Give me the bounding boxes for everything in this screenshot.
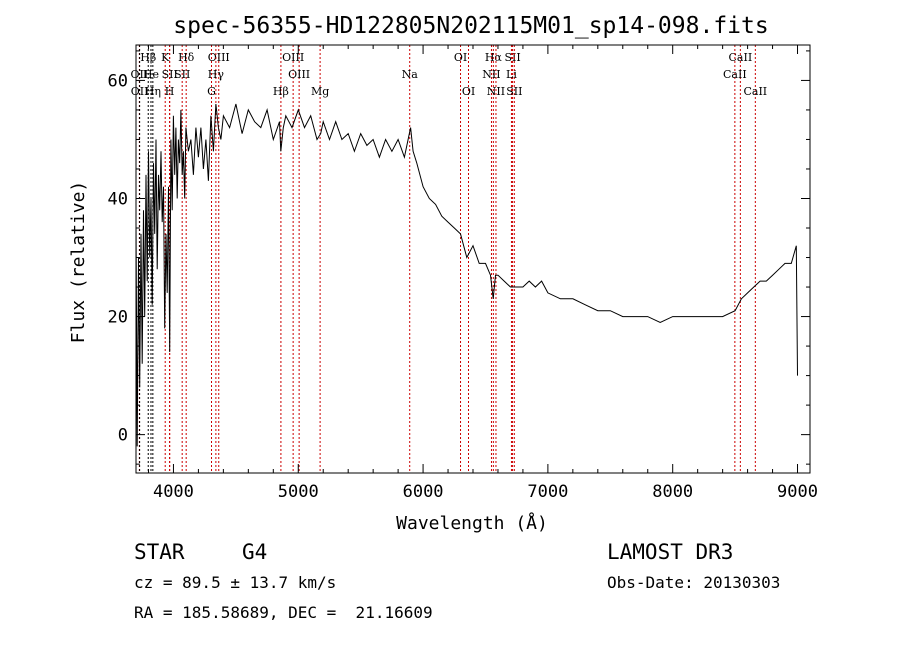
coordinates: RA = 185.58689, DEC = 21.16609 (134, 603, 433, 622)
marker-label-5: K (161, 51, 170, 64)
marker-label-14: OIII (282, 51, 304, 64)
observation-date: Obs-Date: 20130303 (607, 573, 781, 592)
marker-label-19: OI (462, 85, 475, 98)
marker-label-8: Hδ (178, 51, 195, 64)
marker-label-9: SII (174, 68, 190, 81)
chart-title: spec-56355-HD122805N202115M01_sp14-098.f… (173, 13, 768, 39)
marker-label-11: Hγ (208, 68, 225, 81)
marker-label-3: He (143, 68, 159, 81)
marker-label-7: H (165, 85, 175, 98)
marker-label-28: CaII (743, 85, 767, 98)
axis-ticks: 4000 5000 6000 7000 8000 9000 0 20 40 60 (108, 45, 818, 502)
marker-label-18: OI (454, 51, 467, 64)
marker-label-22: NII (487, 85, 505, 98)
y-tick-label-1: 20 (108, 308, 128, 328)
series-group (135, 103, 798, 447)
marker-label-2: OII (131, 85, 149, 98)
marker-label-17: Na (402, 68, 419, 81)
x-tick-label-4: 8000 (652, 482, 693, 502)
marker-label-27: CaII (723, 68, 747, 81)
marker-label-16: Mg (311, 85, 329, 98)
y-tick-label-3: 60 (108, 71, 128, 91)
redshift-cz: cz = 89.5 ± 13.7 km/s (134, 573, 337, 592)
object-type: STAR (134, 540, 185, 564)
x-tick-label-1: 5000 (278, 482, 319, 502)
marker-label-12: G (207, 85, 216, 98)
marker-label-10: OIII (208, 51, 230, 64)
marker-label-20: Hα (485, 51, 503, 64)
x-tick-label-5: 9000 (777, 482, 818, 502)
marker-label-0: Hβ (140, 51, 156, 64)
subclass: G4 (242, 540, 268, 564)
x-tick-label-2: 6000 (403, 482, 444, 502)
x-tick-label-0: 4000 (153, 482, 194, 502)
series-line-spectrum (135, 103, 798, 447)
spectrum-chart: spec-56355-HD122805N202115M01_sp14-098.f… (68, 13, 818, 534)
x-tick-label-3: 7000 (527, 482, 568, 502)
marker-label-25: SII (506, 85, 522, 98)
y-tick-label-0: 0 (118, 426, 128, 446)
marker-label-13: Hβ (273, 85, 289, 98)
survey-name: LAMOST DR3 (607, 540, 734, 564)
marker-label-15: OIII (288, 68, 310, 81)
marker-label-24: Li (506, 68, 517, 81)
marker-label-21: NII (482, 68, 500, 81)
y-axis-label: Flux (relative) (68, 181, 89, 344)
marker-label-23: SII (504, 51, 520, 64)
x-axis-label: Wavelength (Å) (396, 512, 548, 534)
marker-label-4: Hη (145, 85, 161, 98)
marker-label-26: CaII (729, 51, 753, 64)
y-tick-label-2: 40 (108, 189, 128, 209)
